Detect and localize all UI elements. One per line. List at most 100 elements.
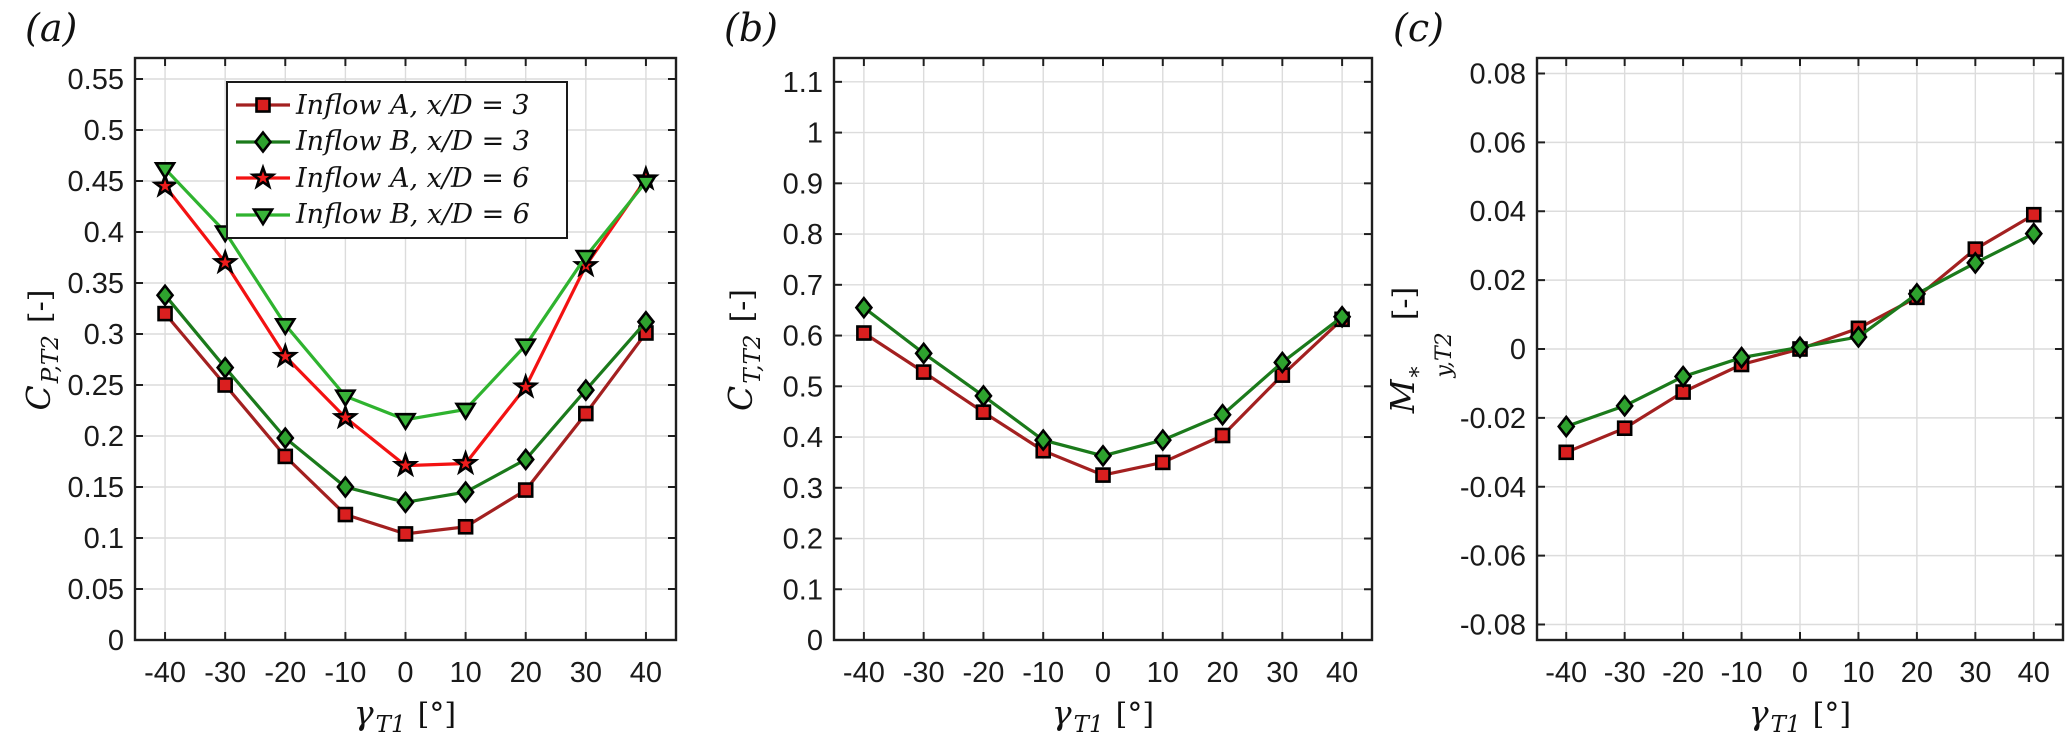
marker-diamond	[1332, 305, 1352, 329]
x-tick-label: -40	[144, 657, 186, 689]
marker-square	[915, 364, 932, 380]
y-tick-label: 0.3	[84, 319, 124, 351]
x-tick-label: 10	[449, 657, 481, 689]
x-tick-label: -20	[962, 657, 1004, 689]
marker-triangle-down	[273, 318, 297, 337]
marker-diamond	[1213, 403, 1232, 427]
x-tick-label: 10	[1147, 657, 1179, 689]
y-subscript: y,T2	[1432, 332, 1457, 378]
marker-star	[331, 403, 360, 430]
x-symbol: γ	[353, 693, 374, 732]
marker-diamond	[1153, 428, 1172, 452]
legend: Inflow A, x/D = 3 Inflow B, x/D = 3 Infl…	[226, 81, 568, 239]
y-tick-label: 0.7	[783, 270, 823, 302]
y-tick-label: 0.06	[1470, 127, 1526, 159]
y-tick-label: 1	[807, 118, 823, 150]
marker-diamond	[253, 130, 273, 154]
y-tick-label: 1.1	[783, 67, 823, 99]
y-tick-label: 0.5	[783, 371, 823, 403]
plot-panel-a: -40 -30 -20 -10 0 10 20 30 40 0 0.05 0.1 0.15 0.2 0.25…	[68, 56, 678, 689]
y-tick-label: 0	[1510, 334, 1526, 366]
legend-item-inflow-b-xd3: Inflow B, x/D = 3	[234, 124, 560, 160]
y-unit: [-]	[23, 289, 58, 324]
y-tick-label: 0.15	[68, 472, 124, 504]
x-tick-label: 30	[570, 657, 602, 689]
plot-panel-b: -40 -30 -20 -10 0 10 20 30 40 0 0.1 0.2 0.3 0.4 0.5 0.6…	[783, 56, 1374, 689]
marker-triangle-down	[153, 161, 177, 181]
marker-square	[1214, 427, 1231, 444]
x-axis-label-a: γT1 [°]	[255, 693, 555, 738]
legend-item-inflow-b-xd6: Inflow B, x/D = 6	[234, 197, 560, 233]
marker-square	[578, 405, 594, 422]
legend-label: Inflow A, x/D = 6	[296, 162, 530, 194]
y-tick-label: 0.9	[783, 168, 823, 200]
x-tick-label: 20	[1901, 657, 1933, 689]
marker-star	[511, 372, 540, 399]
marker-diamond	[336, 475, 355, 499]
marker-square	[217, 377, 233, 393]
marker-star	[451, 449, 480, 476]
marker-triangle-down	[334, 389, 357, 408]
legend-label: Inflow B, x/D = 6	[296, 199, 530, 231]
x-tick-label: -10	[1022, 657, 1064, 689]
marker-square	[1095, 467, 1111, 483]
y-axis-label-c: M * y,T2 [-]	[1383, 150, 1457, 550]
y-tick-label: -0.04	[1460, 472, 1526, 504]
x-tick-label: 10	[1842, 657, 1874, 689]
marker-square	[337, 506, 354, 523]
marker-diamond	[2024, 222, 2043, 246]
x-tick-label: 40	[1326, 657, 1358, 689]
x-subscript: T1	[1073, 712, 1104, 738]
x-symbol: γ	[1051, 693, 1072, 732]
x-subscript: T1	[1770, 712, 1801, 738]
x-unit: [°]	[1115, 697, 1155, 732]
x-symbol: γ	[1748, 693, 1769, 732]
legend-item-inflow-a-xd3: Inflow A, x/D = 3	[234, 87, 560, 123]
marker-diamond	[1907, 282, 1927, 306]
y-tick-label: 0.4	[783, 422, 823, 454]
y-subscript: P,T2	[38, 335, 64, 384]
y-tick-label: 0.35	[68, 268, 124, 300]
marker-triangle-down	[251, 207, 275, 227]
x-tick-label: 20	[1206, 657, 1238, 689]
marker-diamond	[456, 480, 475, 504]
panel-letter-c: (c)	[1393, 6, 1444, 50]
y-tick-label: 0.6	[783, 321, 823, 353]
y-axis-label-a: CP,T2 [-]	[19, 150, 69, 550]
panel-letter-a: (a)	[25, 6, 78, 50]
y-tick-label: 0.5	[84, 115, 124, 147]
marker-diamond	[1790, 335, 1810, 359]
plot-panel-c: -40 -30 -20 -10 0 10 20 30 40 -0.08 -0.06 -0.04 -0.0…	[1460, 56, 2065, 689]
x-tick-label: 40	[2018, 657, 2050, 689]
x-tick-label: -30	[903, 657, 945, 689]
marker-square	[2025, 206, 2042, 223]
panel-letter-b: (b)	[724, 6, 778, 50]
marker-diamond	[1615, 394, 1634, 418]
x-tick-label: -20	[264, 657, 306, 689]
y-tick-label: 0.55	[68, 64, 124, 96]
y-tick-label: 0.1	[84, 523, 124, 555]
x-subscript: T1	[375, 712, 406, 738]
x-tick-label: 0	[397, 657, 413, 689]
x-axis-label-c: γT1 [°]	[1650, 693, 1950, 738]
marker-star	[151, 171, 179, 198]
marker-square	[277, 448, 294, 465]
marker-square	[255, 97, 271, 114]
marker-square	[157, 305, 173, 322]
x-tick-label: -20	[1662, 657, 1704, 689]
marker-star	[271, 341, 300, 369]
legend-label: Inflow B, x/D = 3	[296, 126, 530, 158]
marker-square	[1558, 444, 1575, 461]
marker-diamond	[1273, 350, 1292, 375]
y-tick-label: 0.05	[68, 574, 124, 606]
legend-marker-square-icon	[236, 97, 290, 114]
y-tick-label: 0.45	[68, 166, 124, 198]
marker-triangle-down	[454, 402, 477, 421]
marker-diamond	[1673, 364, 1693, 389]
x-tick-label: 30	[1266, 657, 1298, 689]
x-unit: [°]	[1812, 697, 1852, 732]
y-tick-label: 0.8	[783, 219, 823, 251]
y-tick-label: -0.08	[1460, 610, 1526, 642]
